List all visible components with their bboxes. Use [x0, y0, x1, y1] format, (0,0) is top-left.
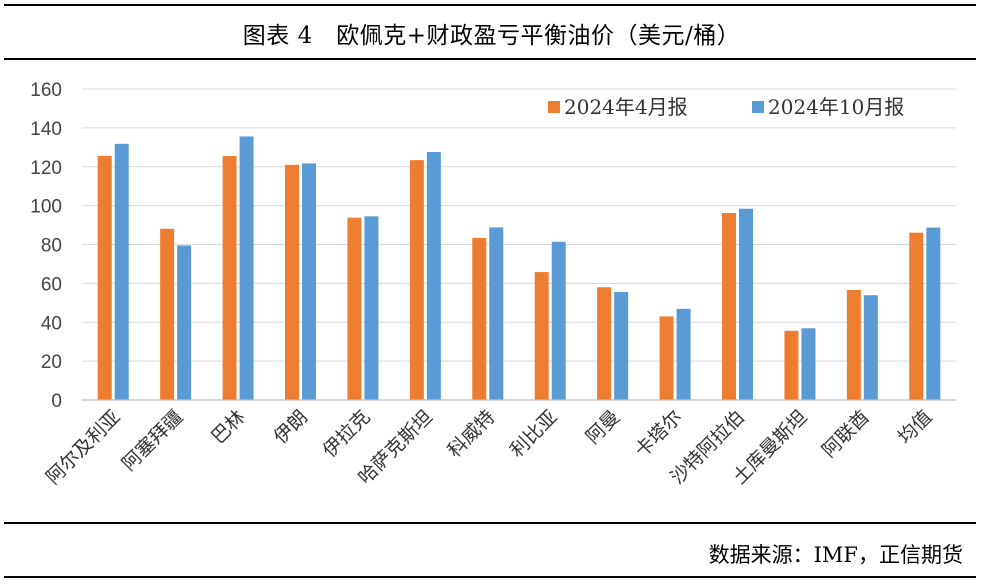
y-tick-label: 80	[41, 236, 62, 257]
bar-apr-1	[160, 228, 175, 400]
y-tick-label: 160	[30, 80, 62, 101]
y-tick-label: 60	[41, 274, 62, 295]
bar-apr-7	[534, 272, 549, 400]
y-tick-label: 100	[30, 197, 62, 218]
category-label: 阿联酋	[818, 406, 874, 462]
chart-bottom-rule	[4, 522, 976, 524]
bar-oct-1	[177, 245, 192, 400]
bar-oct-12	[863, 295, 878, 400]
category-label: 均值	[894, 406, 936, 448]
bar-apr-13	[909, 232, 924, 400]
bar-apr-5	[409, 160, 424, 400]
bar-oct-9	[676, 308, 691, 400]
bar-oct-4	[364, 216, 379, 400]
bar-oct-3	[302, 163, 316, 400]
title-rule	[4, 58, 976, 60]
legend-label: 2024年10月报	[768, 95, 904, 119]
bar-apr-0	[97, 155, 112, 400]
bar-oct-5	[426, 151, 441, 400]
category-label: 阿塞拜疆	[118, 406, 187, 475]
y-tick-label: 120	[30, 158, 62, 179]
bar-apr-11	[784, 330, 799, 400]
bar-apr-6	[472, 237, 487, 400]
category-label: 利比亚	[506, 406, 562, 462]
bar-apr-3	[285, 164, 299, 400]
gridlines	[82, 88, 956, 362]
y-axis-ticks: 0 20 40 60 80 100 120 140 160	[30, 80, 62, 412]
category-label: 伊拉克	[319, 406, 375, 462]
bar-apr-2	[222, 156, 237, 400]
bar-apr-9	[659, 316, 674, 400]
legend-swatch	[548, 101, 560, 113]
source-note: 数据来源：IMF，正信期货	[708, 543, 963, 567]
bar-apr-12	[846, 289, 861, 400]
top-rule	[4, 4, 976, 6]
category-label: 巴林	[207, 406, 249, 448]
chart-title: 图表 4 欧佩克+财政盈亏平衡油价（美元/桶）	[242, 23, 741, 49]
bar-apr-10	[722, 213, 736, 400]
category-label: 阿曼	[582, 406, 624, 448]
legend: 2024年4月报 2024年10月报	[548, 95, 904, 119]
y-tick-label: 40	[41, 313, 62, 334]
bars	[97, 136, 941, 401]
bar-oct-6	[489, 227, 504, 400]
legend-swatch	[752, 101, 764, 113]
bar-oct-11	[801, 328, 816, 400]
bottom-rule	[4, 576, 976, 578]
bar-oct-13	[926, 227, 941, 400]
category-label: 科威特	[443, 406, 499, 462]
bar-oct-7	[551, 241, 566, 400]
category-label: 伊朗	[270, 406, 312, 448]
category-label: 阿尔及利亚	[42, 406, 125, 489]
legend-label: 2024年4月报	[564, 95, 688, 119]
bar-oct-8	[614, 291, 629, 400]
bar-oct-10	[739, 208, 753, 400]
y-tick-label: 0	[51, 391, 62, 412]
bar-apr-4	[347, 217, 362, 400]
bar-oct-2	[239, 136, 254, 401]
bar-apr-8	[597, 287, 612, 400]
category-label: 卡塔尔	[631, 406, 687, 462]
bar-oct-0	[114, 143, 129, 400]
y-tick-label: 20	[41, 352, 62, 373]
y-tick-label: 140	[30, 119, 62, 140]
